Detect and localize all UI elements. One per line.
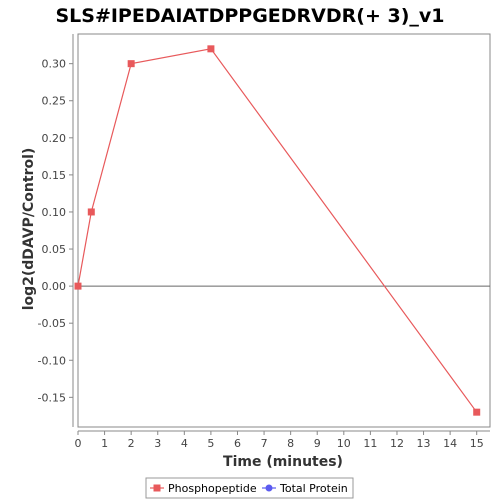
y-tick-label: 0.20 bbox=[42, 132, 67, 145]
data-point bbox=[87, 208, 95, 216]
legend-box bbox=[145, 477, 354, 499]
x-tick-label: 0 bbox=[75, 437, 82, 450]
x-tick-label: 11 bbox=[363, 437, 377, 450]
data-point bbox=[74, 282, 82, 290]
x-tick-label: 13 bbox=[417, 437, 431, 450]
x-tick-label: 4 bbox=[181, 437, 188, 450]
y-tick-label: -0.10 bbox=[38, 354, 66, 367]
plot-area bbox=[77, 33, 491, 428]
y-axis-label: log2(dDAVP/Control) bbox=[21, 148, 37, 311]
x-tick-label: 10 bbox=[337, 437, 351, 450]
y-tick-label: 0.00 bbox=[42, 280, 67, 293]
x-tick-label: 5 bbox=[207, 437, 214, 450]
y-tick-label: 0.10 bbox=[42, 206, 67, 219]
x-tick-label: 9 bbox=[314, 437, 321, 450]
x-axis-label: Time (minutes) bbox=[223, 454, 343, 470]
y-tick-label: 0.30 bbox=[42, 58, 67, 71]
legend-marker bbox=[265, 484, 273, 492]
x-tick-label: 8 bbox=[287, 437, 294, 450]
x-tick-label: 15 bbox=[470, 437, 484, 450]
legend-label: Phosphopeptide bbox=[168, 482, 257, 495]
data-point bbox=[207, 45, 215, 53]
legend-label: Total Protein bbox=[279, 482, 348, 495]
series-layer bbox=[74, 45, 481, 416]
y-tick-label: -0.15 bbox=[38, 391, 66, 404]
legend: Phosphopeptide Total Protein bbox=[145, 477, 354, 499]
chart-title: SLS#IPEDAIATDPPGEDRVDR(+ 3)_v1 bbox=[55, 5, 444, 27]
x-tick-label: 7 bbox=[261, 437, 268, 450]
x-tick-label: 6 bbox=[234, 437, 241, 450]
y-tick-label: 0.25 bbox=[42, 95, 67, 108]
x-tick-label: 14 bbox=[443, 437, 457, 450]
y-tick-label: 0.15 bbox=[42, 169, 67, 182]
y-tick-label: 0.05 bbox=[42, 243, 67, 256]
x-tick-label: 12 bbox=[390, 437, 404, 450]
plot-frame bbox=[77, 33, 491, 428]
y-axis: -0.15 -0.10 -0.05 0.00 0.05 0.10 0.15 0.20 0.25 0… bbox=[38, 34, 74, 427]
y-tick-label: -0.05 bbox=[38, 317, 66, 330]
x-tick-label: 2 bbox=[128, 437, 135, 450]
legend-marker bbox=[153, 484, 161, 492]
data-point bbox=[127, 60, 135, 68]
data-point bbox=[473, 408, 481, 416]
x-axis: 0 1 2 3 4 5 6 7 8 9 10 11 12 13 14 15 bbox=[75, 430, 490, 450]
x-tick-label: 3 bbox=[154, 437, 161, 450]
x-tick-label: 1 bbox=[101, 437, 108, 450]
